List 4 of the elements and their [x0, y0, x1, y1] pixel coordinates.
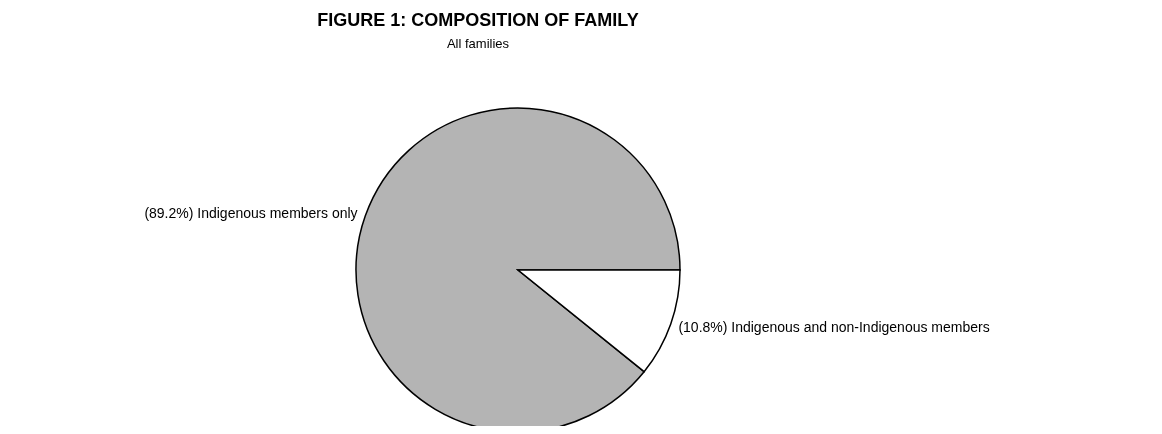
chart-title: FIGURE 1: COMPOSITION OF FAMILY — [317, 10, 639, 30]
chart-subtitle: All families — [446, 36, 510, 51]
slice-label: (10.8%) Indigenous and non-Indigenous members — [678, 318, 990, 335]
slice-label: (89.2%) Indigenous members only — [144, 205, 358, 222]
